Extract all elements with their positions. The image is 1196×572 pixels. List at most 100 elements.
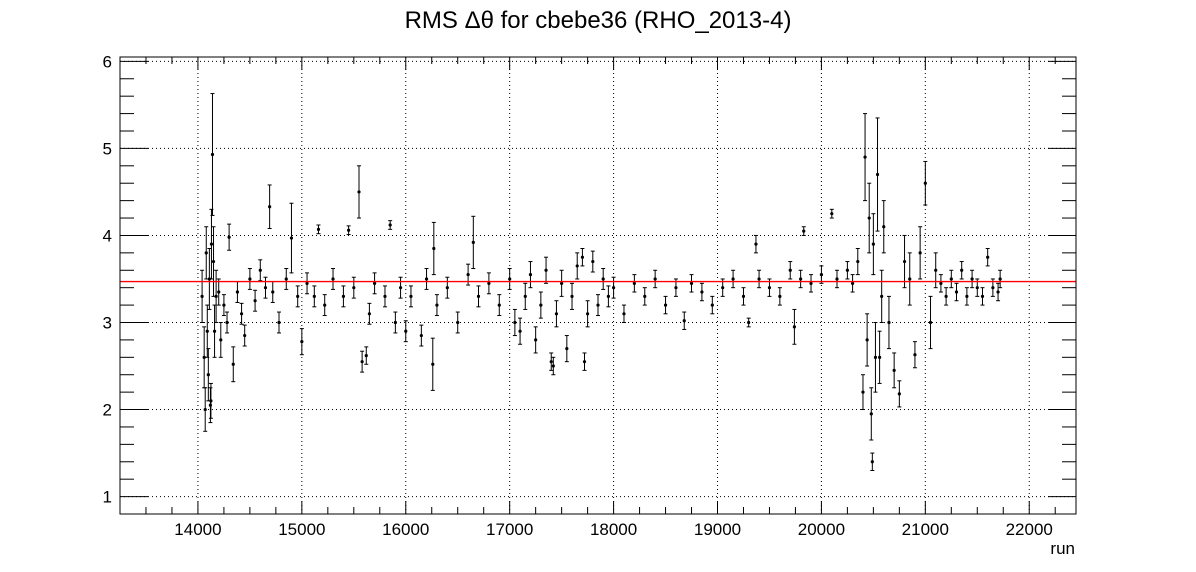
point-marker [212,329,217,333]
data-point [949,269,954,289]
data-point [632,274,637,293]
data-point [372,272,377,295]
data-point [928,295,933,350]
point-marker [809,281,813,285]
point-marker [352,286,356,290]
point-marker [323,303,327,307]
data-point [512,308,517,337]
point-marker [409,294,413,298]
point-marker [986,255,990,259]
data-point [284,268,289,290]
point-marker [845,268,849,272]
y-tick-label: 2 [103,401,112,420]
x-tick-label: 14000 [174,520,221,539]
data-point [564,335,569,363]
point-marker [202,355,206,359]
data-point [907,252,912,306]
data-point [959,261,964,280]
data-point [585,300,590,328]
data-point [221,294,226,317]
data-point [850,274,855,293]
point-marker [456,320,460,325]
data-point [954,282,959,302]
point-marker [204,251,208,255]
point-marker [949,277,953,281]
data-point [792,308,797,345]
point-marker [523,294,527,298]
point-marker [830,212,834,216]
point-marker [682,319,686,323]
data-point [247,268,252,290]
data-point [580,248,585,267]
data-point [538,291,543,319]
point-marker [231,362,235,366]
x-tick-label: 17000 [486,520,533,539]
data-point [875,117,880,232]
point-marker [466,273,470,277]
data-point [980,287,985,306]
point-marker [497,303,501,307]
point-marker [653,277,657,281]
point-marker [980,294,985,298]
data-point [267,184,272,229]
data-point [388,220,393,230]
data-point [204,226,209,280]
point-marker [207,277,211,281]
data-point [289,202,294,274]
data-point [445,276,450,299]
point-marker [863,155,867,159]
data-point [809,274,814,293]
point-marker [404,329,408,333]
y-tick-label: 6 [103,52,112,71]
x-tick-label: 18000 [590,520,637,539]
point-marker [934,268,938,272]
data-point [606,285,611,308]
point-marker [721,286,725,290]
data-point [746,317,751,328]
point-marker [549,360,553,364]
data-point [611,276,616,299]
data-point [211,226,216,297]
data-point [305,272,310,295]
data-point [757,269,762,289]
point-marker [871,242,875,246]
point-marker [289,236,294,240]
chart-title: RMS Δθ for cbebe36 (RHO_2013-4) [405,7,792,34]
point-marker [575,264,579,268]
point-marker [341,294,346,298]
plot-area [120,57,1076,514]
data-point [879,269,884,323]
point-marker [544,268,548,272]
data-point [200,269,205,323]
point-marker [674,286,678,290]
data-point [253,289,258,312]
data-point [871,213,876,276]
point-marker [991,286,995,290]
point-marker [689,281,694,285]
point-marker [908,277,912,281]
point-marker [897,392,901,396]
data-point [870,452,875,471]
point-marker [424,277,429,281]
data-point [873,321,878,393]
data-point [214,269,219,323]
data-point [801,226,806,236]
point-marker [209,242,214,246]
data-point [621,304,626,323]
point-marker [731,277,735,281]
point-marker [643,294,647,298]
point-marker [878,355,882,359]
data-point [533,326,538,354]
data-point [351,276,356,299]
data-point [431,221,436,276]
data-point [364,346,369,365]
point-marker [316,227,321,231]
point-marker [258,268,262,272]
data-point [263,276,268,299]
point-marker [347,228,351,232]
data-point [357,165,361,219]
data-point [528,261,533,289]
point-marker [788,268,792,272]
data-point [544,256,549,284]
data-point [865,313,870,367]
